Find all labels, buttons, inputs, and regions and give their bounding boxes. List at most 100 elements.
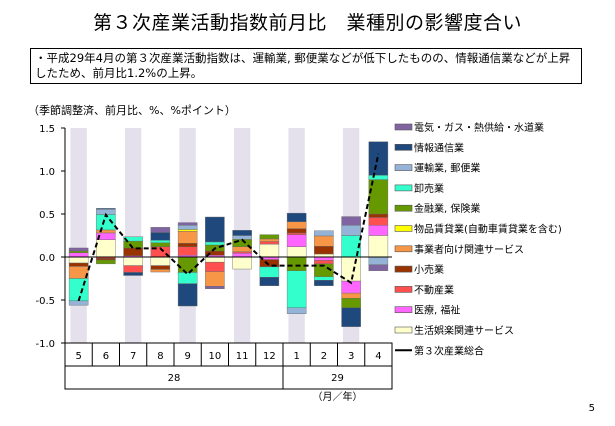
legend-label: 運輸業, 郵便業 bbox=[414, 162, 480, 175]
legend-item: 事業者向け関連サービス bbox=[394, 243, 524, 256]
bar-segment bbox=[205, 261, 225, 272]
shaded-band bbox=[124, 128, 142, 343]
bar-segment bbox=[150, 242, 171, 247]
legend-swatch bbox=[394, 306, 413, 314]
legend-item: 運輸業, 郵便業 bbox=[394, 162, 480, 175]
bar-segment bbox=[96, 258, 116, 261]
bar-segment bbox=[368, 224, 389, 236]
bar-segment bbox=[259, 277, 280, 287]
bar-segment bbox=[150, 227, 171, 233]
x-tick-label: 1 bbox=[293, 351, 299, 362]
x-tick-label: 12 bbox=[263, 351, 276, 362]
bar-segment bbox=[314, 256, 334, 261]
bar-segment bbox=[341, 307, 361, 327]
legend-swatch bbox=[394, 144, 413, 151]
y-tick-label: 0.5 bbox=[39, 210, 55, 221]
bar-segment bbox=[177, 256, 198, 273]
bar-segment bbox=[205, 256, 225, 263]
bar-segment bbox=[341, 224, 361, 236]
x-tick-label: 6 bbox=[103, 351, 109, 362]
x-tick-label: 4 bbox=[375, 351, 381, 362]
bar-segment bbox=[68, 262, 89, 267]
bar-segment bbox=[368, 256, 389, 265]
legend-label: 物品賃貸業(自動車賃貸業を含む) bbox=[414, 223, 562, 236]
x-tick-label: 11 bbox=[236, 351, 249, 362]
bar-segment bbox=[286, 246, 307, 258]
bar-segment bbox=[368, 264, 389, 271]
legend-swatch bbox=[394, 265, 413, 273]
bar-segment bbox=[314, 230, 334, 237]
bar-segment bbox=[314, 246, 334, 255]
bar-segment bbox=[232, 252, 252, 258]
bar-segment bbox=[150, 265, 171, 270]
legend-item: 小売業 bbox=[394, 263, 444, 276]
bar-segment bbox=[286, 307, 307, 314]
x-tick-label: 3 bbox=[348, 351, 354, 362]
legend-swatch bbox=[394, 123, 413, 131]
page-number: 5 bbox=[588, 403, 595, 414]
legend-item: 生活娯楽関連サービス bbox=[394, 324, 514, 337]
bar-segment bbox=[177, 230, 198, 244]
bar-segment bbox=[341, 216, 361, 226]
bar-segment bbox=[368, 213, 389, 218]
legend-label: 情報通信業 bbox=[414, 141, 464, 154]
y-tick-label: 0.0 bbox=[39, 253, 55, 264]
x-tick-label: 10 bbox=[209, 351, 222, 362]
bar-segment bbox=[259, 241, 280, 245]
x-tick-label: 7 bbox=[130, 351, 136, 362]
bar-segment bbox=[341, 292, 361, 299]
bar-segment bbox=[68, 300, 89, 306]
bar-segment bbox=[150, 240, 171, 244]
legend-item: 卸売業 bbox=[394, 182, 444, 195]
bar-segment bbox=[177, 222, 198, 226]
bar-segment bbox=[314, 276, 334, 281]
bar-segment bbox=[68, 250, 89, 253]
bar-segment bbox=[205, 216, 225, 243]
bar-segment bbox=[286, 221, 307, 229]
bar-segment bbox=[123, 265, 143, 273]
bar-segment bbox=[286, 256, 307, 271]
x-tick-label: 2 bbox=[321, 351, 327, 362]
bar-segment bbox=[286, 270, 307, 308]
bar-segment bbox=[96, 259, 116, 265]
legend-label: 生活娯楽関連サービス bbox=[414, 324, 514, 337]
bar-segment bbox=[177, 224, 198, 230]
bar-segment bbox=[286, 228, 307, 234]
bar-segment bbox=[205, 271, 225, 287]
page-title: 第３次産業活動指数前月比 業種別の影響度合い bbox=[92, 12, 522, 34]
bar-segment bbox=[232, 230, 252, 236]
legend-swatch bbox=[394, 326, 413, 334]
bar-segment bbox=[123, 236, 143, 242]
bar-segment bbox=[150, 269, 171, 273]
bar-segment bbox=[177, 246, 198, 256]
bar-segment bbox=[96, 239, 116, 258]
bar-segment bbox=[177, 243, 198, 247]
legend-label: 小売業 bbox=[414, 263, 444, 276]
bar-segment bbox=[150, 256, 171, 266]
legend-label: 医療, 福祉 bbox=[414, 304, 460, 317]
bar-segment bbox=[314, 235, 334, 247]
bar-segment bbox=[177, 283, 198, 307]
year-label: 29 bbox=[331, 373, 344, 384]
bar-segment bbox=[68, 252, 89, 258]
legend-label: 卸売業 bbox=[414, 182, 444, 195]
legend-item: 情報通信業 bbox=[394, 141, 464, 154]
bar-segment bbox=[123, 272, 143, 276]
legend-item: 不動産業 bbox=[394, 283, 454, 296]
y-tick-label: 1.5 bbox=[39, 124, 55, 135]
bar-segment bbox=[341, 298, 361, 308]
bar-segment bbox=[314, 260, 334, 265]
bar-segment bbox=[205, 241, 225, 246]
legend-swatch bbox=[394, 204, 413, 212]
bar-segment bbox=[286, 212, 307, 222]
bar-segment bbox=[368, 175, 389, 180]
x-tick-label: 5 bbox=[75, 351, 81, 362]
legend-label: 第３次産業総合 bbox=[414, 344, 484, 357]
bar-segment bbox=[68, 256, 89, 264]
bar-segment bbox=[286, 234, 307, 247]
bar-segment bbox=[314, 280, 334, 287]
legend-item: 電気・ガス・熱供給・水道業 bbox=[394, 121, 544, 134]
bar-segment bbox=[205, 286, 225, 290]
bar-segment bbox=[259, 266, 280, 278]
bar-segment bbox=[177, 229, 198, 232]
